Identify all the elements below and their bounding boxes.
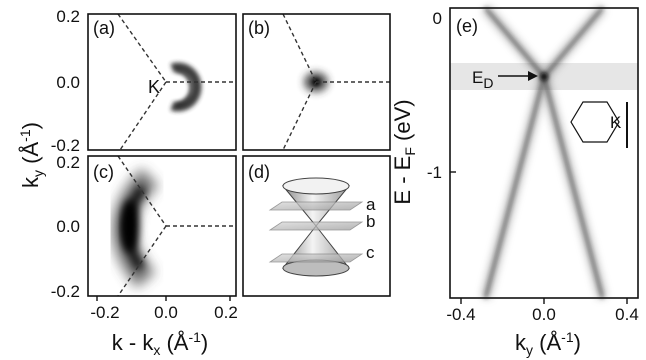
map-y-ticks: 0.2 0.0 -0.2 0.2 0.0 -0.2: [51, 7, 80, 301]
map-x-tick-2: 0.2: [214, 303, 238, 322]
dirac-point: [540, 72, 548, 81]
panel-e-label: (e): [456, 16, 478, 36]
dispersion-y-tick-1: -1: [427, 163, 442, 182]
map-y-tick-top-1: 0.0: [56, 73, 80, 92]
map-y-tick-bottom-2: -0.2: [51, 282, 80, 301]
dirac-arrowhead: [528, 71, 538, 81]
panel-b-label: (b): [248, 18, 270, 38]
panel-e: (e) ED K: [449, 5, 639, 300]
map-y-tick-bottom-0: 0.2: [56, 153, 80, 172]
dispersion-x-ticks: -0.4 0.0 0.4: [446, 298, 639, 324]
dispersion-y-ticks: 0 -1: [427, 9, 456, 182]
panel-a-k-marker: K: [148, 77, 160, 97]
cut-label-b: b: [366, 212, 375, 231]
cut-label-a: a: [366, 195, 376, 214]
panel-a: (a) K: [87, 13, 237, 151]
cut-label-c: c: [366, 243, 375, 262]
panel-a-label: (a): [93, 18, 115, 38]
map-y-tick-top-2: -0.2: [51, 136, 80, 155]
panel-c-label: (c): [93, 162, 114, 182]
map-x-tick-0: -0.2: [90, 303, 119, 322]
map-y-tick-top-0: 0.2: [56, 7, 80, 26]
map-x-axis-label: k - kx (Å-1): [112, 329, 208, 358]
inset-k-marker: K: [610, 113, 622, 132]
dispersion-y-axis-label: E - EF (eV): [390, 99, 418, 204]
panel-d: (d) a b c: [242, 155, 391, 297]
map-y-tick-bottom-1: 0.0: [56, 217, 80, 236]
map-y-axis-label: ky (Å-1): [17, 122, 46, 188]
dirac-cone-schematic: [268, 177, 364, 277]
panel-b: (b): [242, 13, 391, 151]
dispersion-y-tick-0: 0: [433, 9, 442, 28]
panel-c: (c): [87, 155, 237, 297]
panel-a-intensity: [170, 62, 202, 112]
dispersion-x-tick-1: 0.0: [532, 305, 556, 324]
map-x-ticks: -0.2 0.0 0.2: [90, 296, 238, 322]
panel-d-label: (d): [248, 162, 270, 182]
dispersion-x-tick-0: -0.4: [446, 305, 475, 324]
dispersion-x-axis-label: ky (Å-1): [515, 329, 581, 358]
dispersion-bands: [481, 5, 607, 300]
dispersion-x-tick-2: 0.4: [615, 305, 639, 324]
dirac-energy-label: ED: [472, 68, 493, 91]
map-x-tick-1: 0.0: [154, 303, 178, 322]
brillouin-zone-inset: K: [570, 101, 628, 148]
